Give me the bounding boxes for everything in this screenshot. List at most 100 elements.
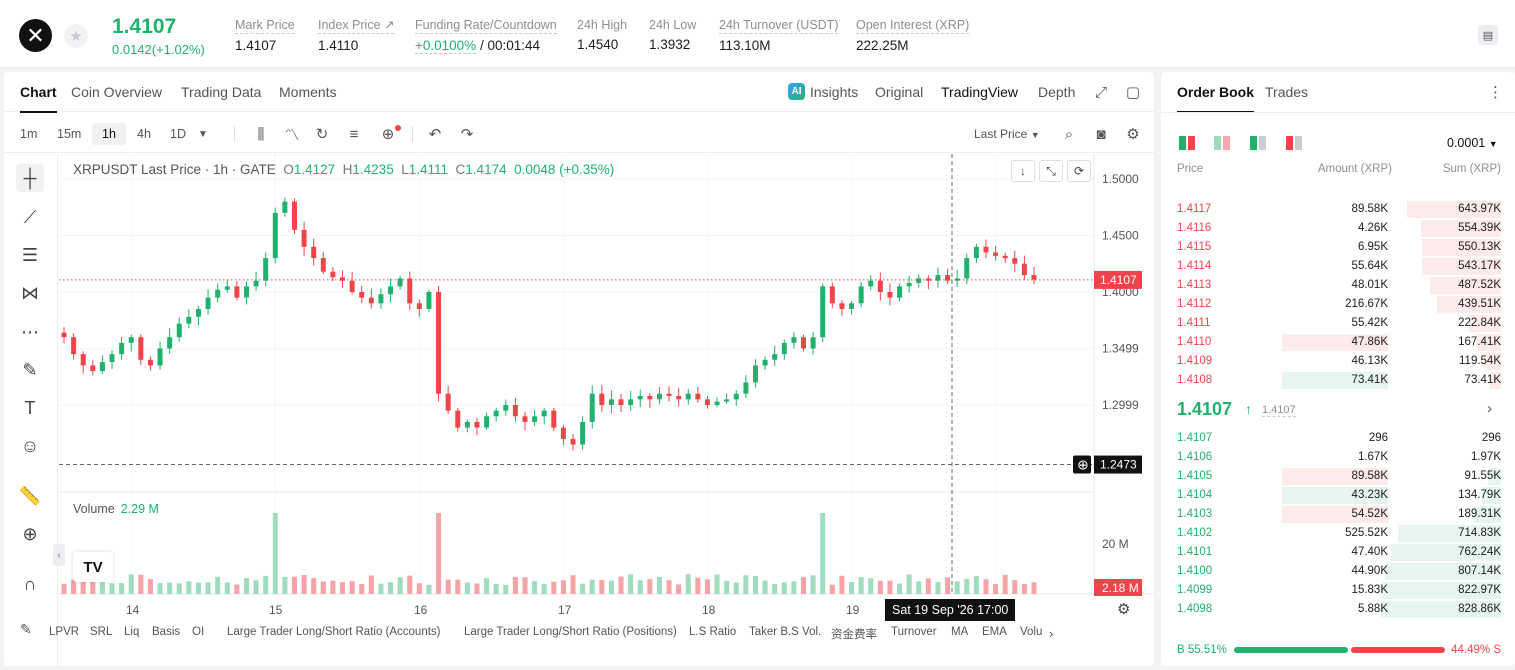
bid-row[interactable]: 1.4100 44.90K 807.14K — [1161, 562, 1515, 581]
ai-insights-icon[interactable]: AI — [788, 83, 805, 100]
bid-row[interactable]: 1.4098 5.88K 828.86K — [1161, 600, 1515, 619]
indicator-item[interactable]: Large Trader Long/Short Ratio (Accounts) — [227, 626, 441, 638]
bid-row[interactable]: 1.4105 89.58K 91.55K — [1161, 467, 1515, 486]
zoom-in-icon[interactable]: ⊕ — [22, 523, 38, 544]
timeframe-15m[interactable]: 15m — [57, 127, 82, 141]
stat-label[interactable]: Mark Price — [235, 18, 295, 34]
indicator-item[interactable]: LPVR — [49, 626, 80, 638]
indicator-item[interactable]: EMA — [982, 626, 1007, 638]
tradingview-logo[interactable]: TV — [73, 552, 113, 582]
projection-icon[interactable]: ⋯ — [21, 321, 39, 342]
tab-trades[interactable]: Trades — [1265, 84, 1309, 100]
chevron-right-icon[interactable]: › — [1487, 400, 1492, 417]
view-both-icon[interactable] — [1179, 136, 1195, 150]
ask-row[interactable]: 1.4109 46.13K 119.54K — [1161, 352, 1515, 371]
add-alert-icon[interactable]: ⊕ — [381, 126, 395, 143]
tab-moments[interactable]: Moments — [279, 84, 337, 100]
price-chart[interactable]: 1.5000 1.4500 1.4000 1.3499 1.2999 1.4107 1.24… — [53, 154, 1154, 666]
chevron-right-icon[interactable]: › — [1049, 626, 1054, 641]
fit-icon[interactable]: ⟳ — [1067, 160, 1091, 182]
ask-row[interactable]: 1.4112 216.67K 439.51K — [1161, 295, 1515, 314]
bid-row[interactable]: 1.4103 54.52K 189.31K — [1161, 505, 1515, 524]
bid-row[interactable]: 1.4107 296 296 — [1161, 429, 1515, 448]
edit-pencil-icon[interactable]: ✎ — [20, 621, 32, 637]
indicator-item[interactable]: Taker B.S Vol. — [749, 626, 822, 638]
timeframe-1m[interactable]: 1m — [20, 127, 38, 141]
fib-icon[interactable]: ☰ — [21, 244, 39, 265]
collapse-icon[interactable]: ⤡ — [1039, 160, 1063, 182]
tab-depth[interactable]: Depth — [1038, 84, 1076, 100]
tab-coin-overview[interactable]: Coin Overview — [71, 84, 163, 100]
row-amount: 89.58K — [1351, 203, 1388, 215]
tab-insights[interactable]: Insights — [810, 84, 859, 100]
tab-chart[interactable]: Chart — [20, 84, 57, 113]
crosshair-icon[interactable]: ┼ — [16, 164, 44, 192]
templates-icon[interactable]: ≡ — [349, 125, 359, 143]
expand-icon[interactable]: ⤢ — [1094, 83, 1107, 101]
tab-original[interactable]: Original — [875, 84, 924, 100]
bid-row[interactable]: 1.4101 47.40K 762.24K — [1161, 543, 1515, 562]
chevron-left-icon[interactable]: ‹ — [53, 544, 65, 566]
candlestick-svg[interactable]: 1.50001.45001.40001.34991.29991.41071.24… — [59, 154, 1154, 618]
pattern-icon[interactable]: ⋈ — [21, 282, 39, 303]
indicator-item[interactable]: Liq — [124, 626, 140, 638]
window-icon[interactable]: ▢ — [1125, 84, 1141, 101]
undo-icon[interactable]: ↶ — [428, 126, 442, 143]
bid-row[interactable]: 1.4102 525.52K 714.83K — [1161, 524, 1515, 543]
ask-row[interactable]: 1.4110 47.86K 167.41K — [1161, 333, 1515, 352]
stat-label[interactable]: Funding Rate/Countdown — [415, 18, 557, 34]
stat-label[interactable]: Open Interest (XRP) — [856, 18, 970, 34]
timeframe-1h[interactable]: 1h — [92, 123, 126, 145]
ask-row[interactable]: 1.4113 48.01K 487.52K — [1161, 276, 1515, 295]
bid-row[interactable]: 1.4104 43.23K 134.79K — [1161, 486, 1515, 505]
search-icon[interactable]: ⌕ — [1064, 125, 1074, 143]
favorite-star-icon[interactable]: ★ — [64, 24, 88, 48]
indicator-item[interactable]: 资金费率 — [831, 629, 877, 641]
indicators-icon[interactable]: 〽 — [284, 126, 300, 144]
ask-row[interactable]: 1.4115 6.95K 550.13K — [1161, 238, 1515, 257]
ask-row[interactable]: 1.4116 4.26K 554.39K — [1161, 219, 1515, 238]
ruler-icon[interactable]: 📏 — [18, 485, 42, 506]
tab-order-book[interactable]: Order Book — [1177, 84, 1255, 113]
stat-label[interactable]: 24h Turnover (USDT) — [719, 18, 839, 34]
timeframe-1d[interactable]: 1D — [170, 127, 186, 141]
tab-trading-data[interactable]: Trading Data — [181, 84, 262, 100]
gear-icon[interactable]: ⚙ — [1126, 126, 1140, 143]
ask-row[interactable]: 1.4108 73.41K 73.41K — [1161, 371, 1515, 390]
stat-label[interactable]: Index Price ↗ — [318, 18, 395, 34]
view-bids-icon[interactable] — [1250, 136, 1266, 150]
scale-settings-icon[interactable]: ⚙ — [1117, 601, 1131, 618]
view-asks-icon[interactable] — [1286, 136, 1302, 150]
bid-row[interactable]: 1.4099 15.83K 822.97K — [1161, 581, 1515, 600]
indicator-item[interactable]: OI — [192, 626, 205, 638]
bid-row[interactable]: 1.4106 1.67K 1.97K — [1161, 448, 1515, 467]
brush-icon[interactable]: ✎ — [22, 359, 38, 380]
magnet-icon[interactable]: ∩ — [23, 573, 37, 594]
indicator-item[interactable]: Large Trader Long/Short Ratio (Positions… — [464, 626, 677, 638]
more-menu-icon[interactable]: ⋮ — [1488, 84, 1503, 101]
replay-icon[interactable]: ↻ — [315, 126, 329, 143]
arrow-down-icon[interactable]: ↓ — [1011, 160, 1035, 182]
timeframe-4h[interactable]: 4h — [137, 127, 151, 141]
indicator-item[interactable]: Volu — [1020, 626, 1043, 638]
camera-icon[interactable]: ◙ — [1096, 125, 1106, 143]
indicator-item[interactable]: MA — [951, 626, 969, 638]
candle-type-icon[interactable]: ⫼ — [257, 125, 265, 143]
text-icon[interactable]: T — [24, 397, 36, 418]
ask-row[interactable]: 1.4117 89.58K 643.97K — [1161, 200, 1515, 219]
timeframe-dropdown-icon[interactable]: ▼ — [198, 128, 208, 140]
ask-row[interactable]: 1.4111 55.42K 222.84K — [1161, 314, 1515, 333]
view-mixed-icon[interactable] — [1214, 136, 1230, 150]
trend-line-icon[interactable]: ⟋ — [23, 206, 37, 227]
indicator-item[interactable]: SRL — [90, 626, 113, 638]
precision-select[interactable]: 0.0001 ▼ — [1447, 136, 1498, 150]
indicator-item[interactable]: Turnover — [891, 626, 937, 638]
tab-tradingview[interactable]: TradingView — [941, 84, 1019, 100]
emoji-icon[interactable]: ☺ — [20, 435, 40, 456]
redo-icon[interactable]: ↷ — [460, 126, 474, 143]
indicator-item[interactable]: Basis — [152, 626, 181, 638]
price-type-select[interactable]: Last Price ▼ — [974, 127, 1040, 141]
ask-row[interactable]: 1.4114 55.64K 543.17K — [1161, 257, 1515, 276]
document-icon[interactable]: ▤ — [1478, 25, 1498, 45]
indicator-item[interactable]: L.S Ratio — [689, 626, 737, 638]
